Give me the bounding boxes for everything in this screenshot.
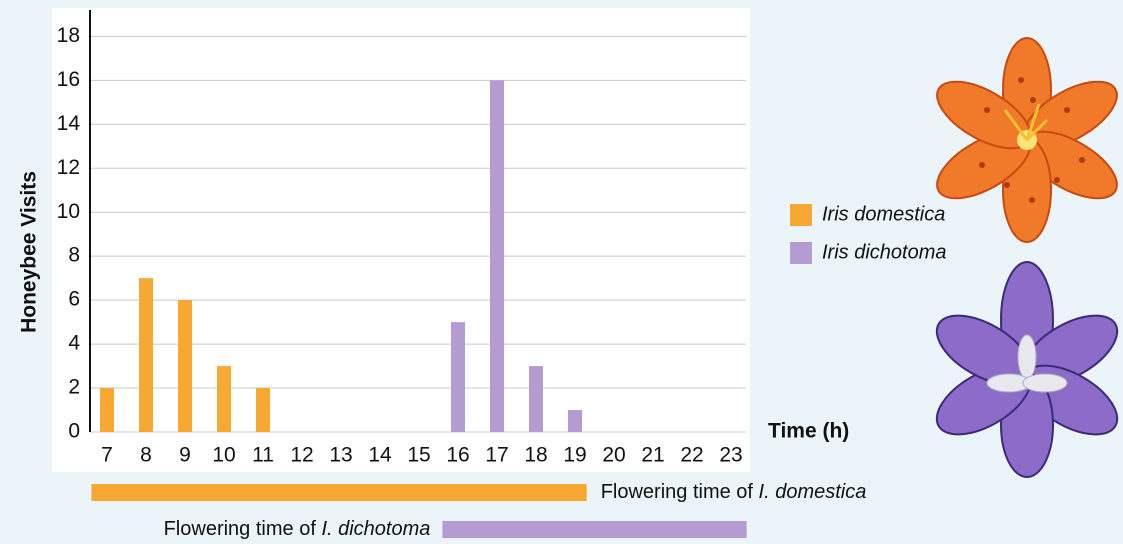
- chart: Honeybee Visits Time (h) 0 2 4 6 8: [0, 0, 1123, 544]
- x-tick-label: 22: [680, 444, 703, 467]
- flowering-species: I. domestica: [759, 481, 867, 503]
- bar: [139, 278, 153, 432]
- bar: [490, 80, 504, 432]
- x-tick-label: 14: [368, 444, 392, 467]
- legend-swatch: [790, 242, 812, 264]
- x-axis-label: Time (h): [768, 420, 849, 443]
- flowering-bar: [442, 521, 746, 538]
- flowering-label-text: Flowering time of: [164, 518, 322, 540]
- x-tick-label: 10: [212, 444, 235, 467]
- legend-swatch: [790, 204, 812, 226]
- y-tick-label: 12: [57, 156, 80, 179]
- y-tick-label: 0: [68, 420, 80, 443]
- x-tick-label: 20: [602, 444, 625, 467]
- x-tick-label: 19: [563, 444, 586, 467]
- x-tick-label: 16: [446, 444, 469, 467]
- flowering-species: I. dichotoma: [321, 518, 430, 540]
- bar: [217, 366, 231, 432]
- y-tick-label: 2: [68, 376, 80, 399]
- y-tick-label: 18: [57, 24, 80, 47]
- flowering-bar: [91, 484, 586, 501]
- x-tick-label: 18: [524, 444, 547, 467]
- iris-dichotoma-illustration: [926, 262, 1123, 477]
- flowering-label: Flowering time of I. dichotoma: [164, 518, 431, 540]
- y-tick-label: 10: [57, 200, 80, 223]
- y-tick-label: 6: [68, 288, 80, 311]
- bar: [256, 388, 270, 432]
- y-tick-label: 8: [68, 244, 80, 267]
- x-tick-label: 12: [290, 444, 313, 467]
- x-tick-label: 9: [179, 444, 191, 467]
- bar: [178, 300, 192, 432]
- x-tick-label: 17: [485, 444, 508, 467]
- y-tick-label: 16: [57, 68, 80, 91]
- y-tick-label: 4: [68, 332, 80, 355]
- bar: [529, 366, 543, 432]
- x-tick-label: 23: [719, 444, 742, 467]
- iris-domestica-illustration: [927, 38, 1123, 242]
- x-tick-label: 13: [329, 444, 352, 467]
- flowering-label: Flowering time of I. domestica: [601, 481, 867, 503]
- flowering-label-text: Flowering time of: [601, 481, 759, 503]
- legend-label: Iris dichotoma: [822, 241, 947, 263]
- x-tick-label: 7: [101, 444, 113, 467]
- x-tick-label: 21: [641, 444, 664, 467]
- y-tick-label: 14: [57, 112, 81, 135]
- legend-label: Iris domestica: [822, 203, 945, 225]
- bar: [100, 388, 114, 432]
- x-tick-label: 15: [407, 444, 430, 467]
- y-axis-label: Honeybee Visits: [18, 171, 41, 333]
- bar: [451, 322, 465, 432]
- x-tick-label: 11: [252, 444, 274, 467]
- bar: [568, 410, 582, 432]
- x-tick-label: 8: [140, 444, 152, 467]
- plot-background: [52, 8, 750, 472]
